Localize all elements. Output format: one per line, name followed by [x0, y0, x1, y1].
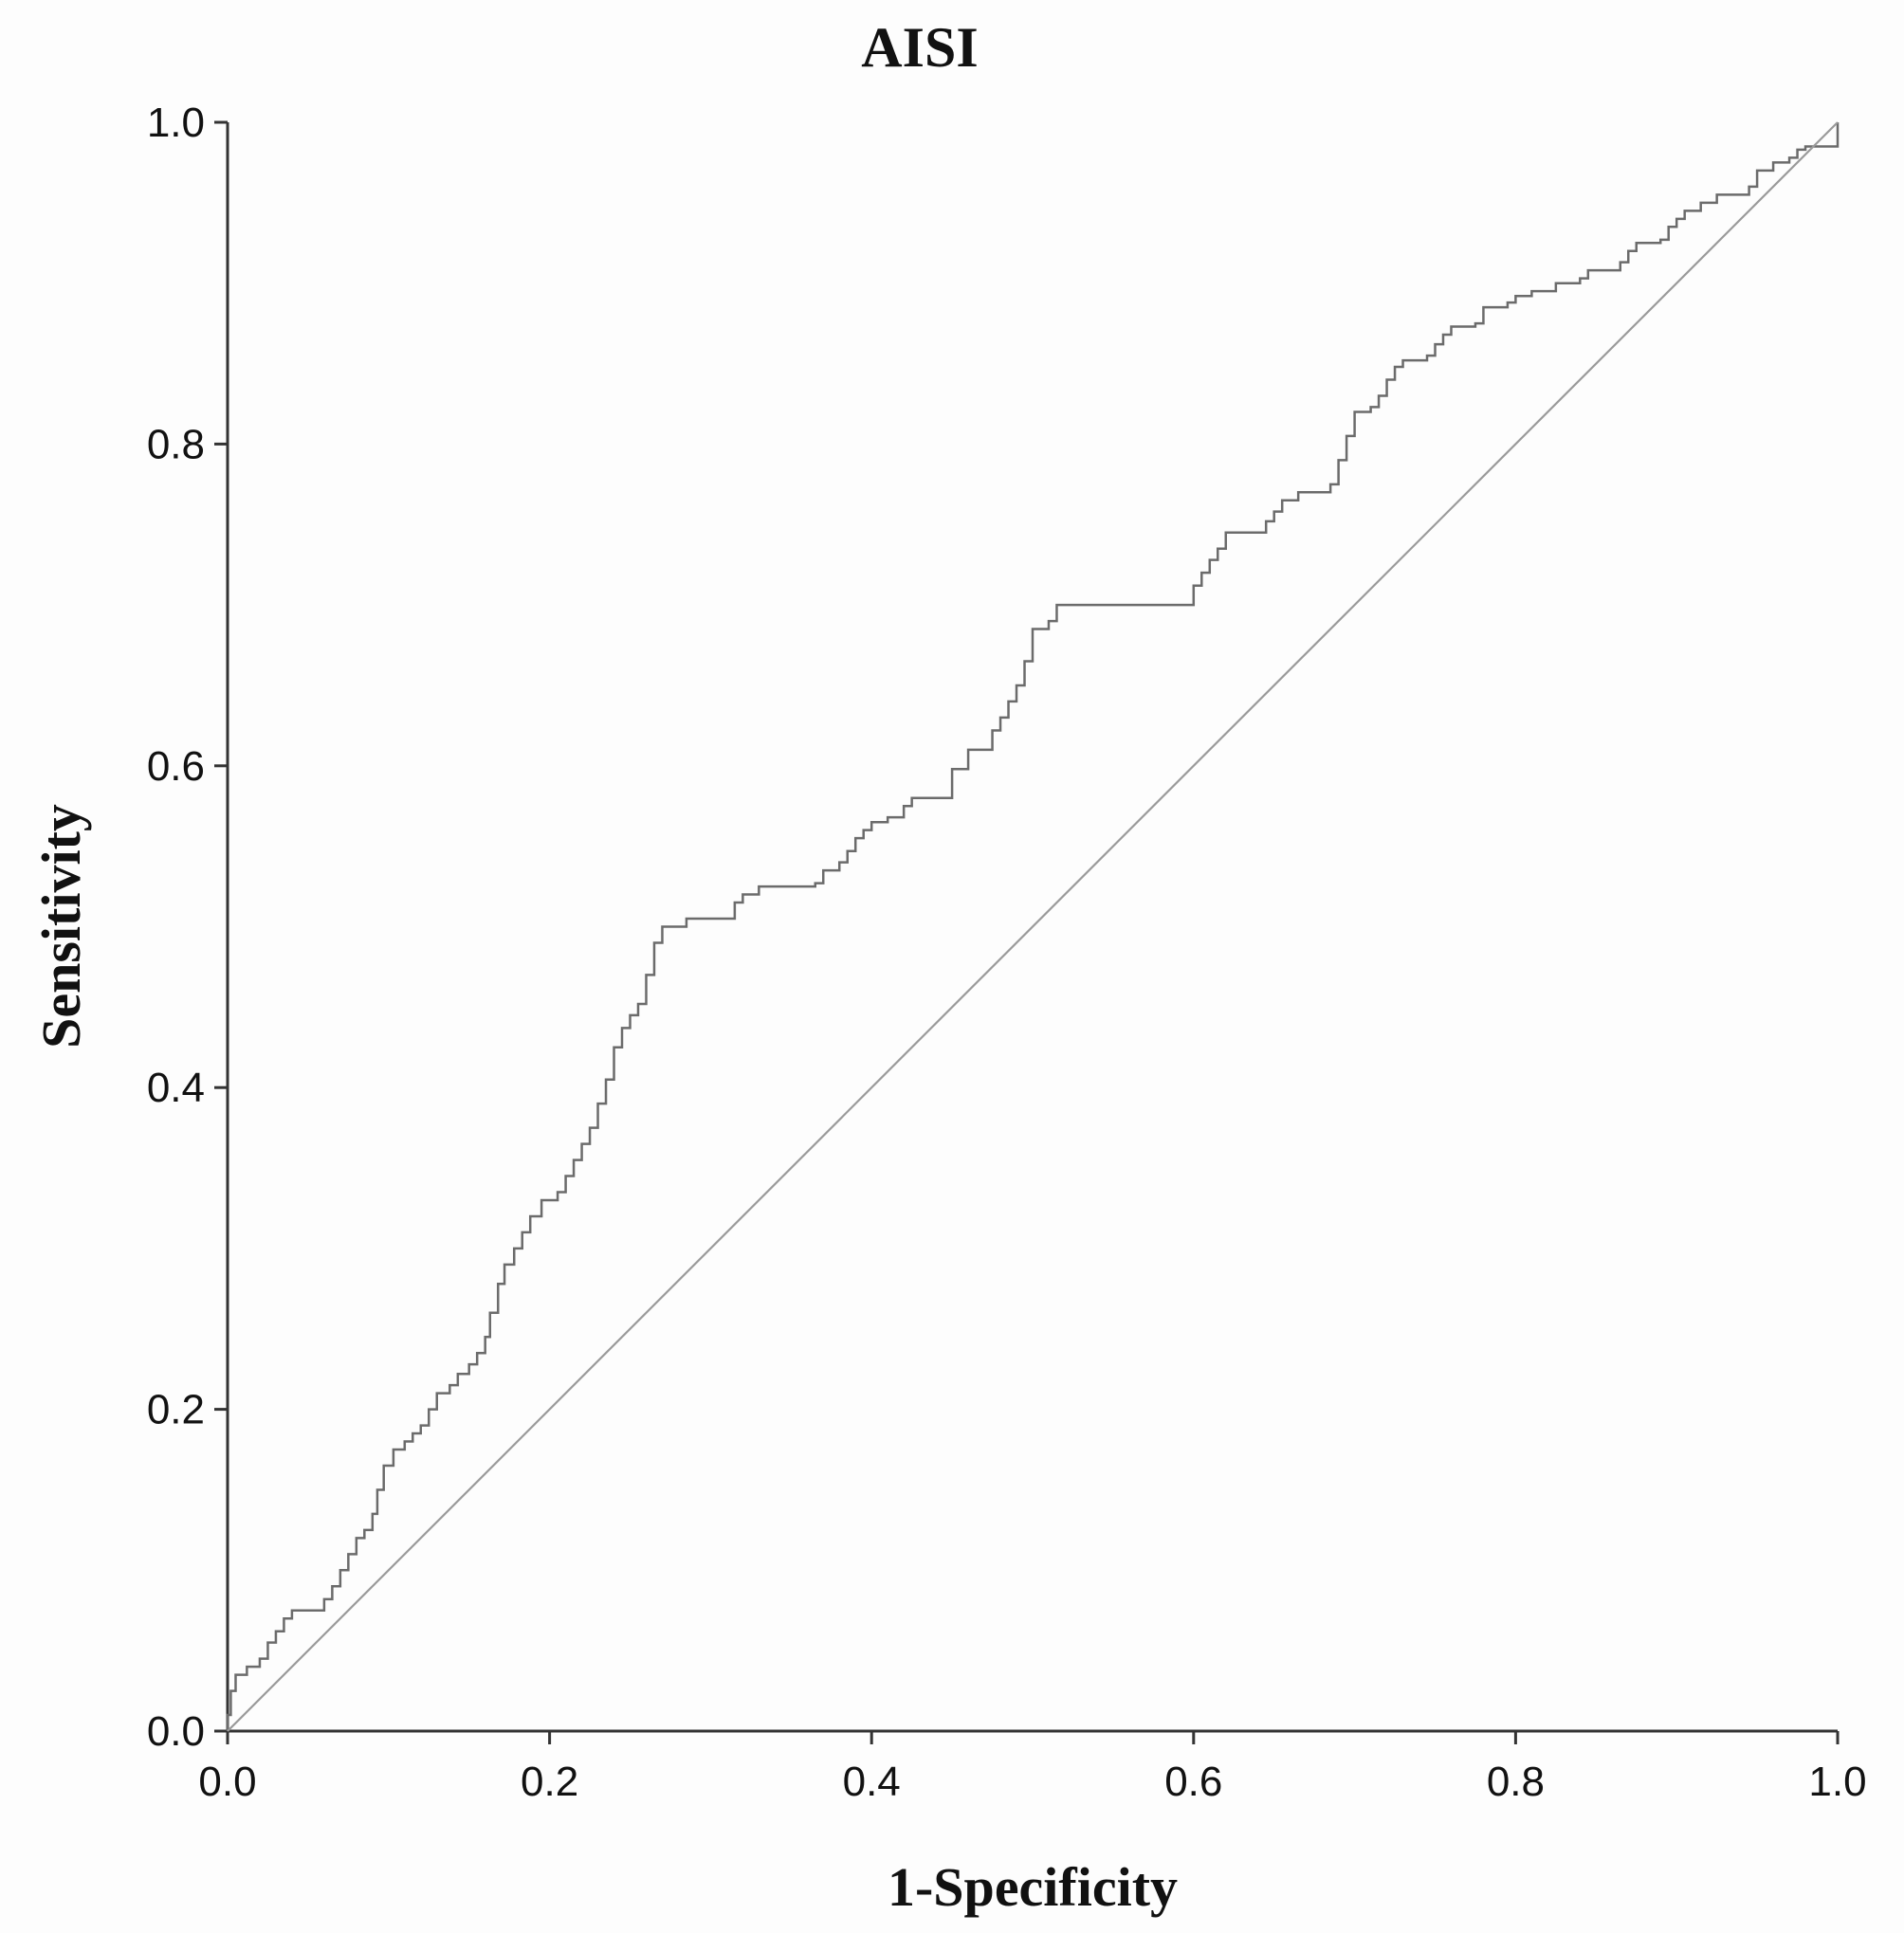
series-layer — [226, 121, 1840, 1732]
roc-curve — [226, 122, 1840, 1731]
x-tick-label: 0.0 — [198, 1759, 256, 1805]
x-tick-label: 0.4 — [843, 1759, 901, 1805]
x-axis-title: 1-Specificity — [888, 1856, 1178, 1918]
axes — [226, 122, 1838, 1733]
y-tick-label: 1.0 — [147, 100, 205, 146]
x-tick-label: 0.2 — [521, 1759, 578, 1805]
chart-title: AISI — [861, 16, 978, 79]
y-tick-label: 0.2 — [147, 1387, 205, 1433]
reference-line — [227, 121, 1839, 1732]
x-ticks: 0.0 0.2 0.4 0.6 0.8 1.0 — [198, 1731, 1867, 1805]
y-tick-label: 0.4 — [147, 1065, 205, 1111]
x-tick-label: 0.6 — [1164, 1759, 1222, 1805]
y-tick-label: 0.0 — [147, 1708, 205, 1755]
y-axis-title: Sensitivity — [30, 804, 92, 1049]
y-ticks: 0.0 0.2 0.4 0.6 0.8 1.0 — [147, 100, 228, 1755]
y-tick-label: 0.6 — [147, 743, 205, 790]
y-tick-label: 0.8 — [147, 421, 205, 467]
x-tick-label: 1.0 — [1808, 1759, 1866, 1805]
x-tick-label: 0.8 — [1487, 1759, 1545, 1805]
